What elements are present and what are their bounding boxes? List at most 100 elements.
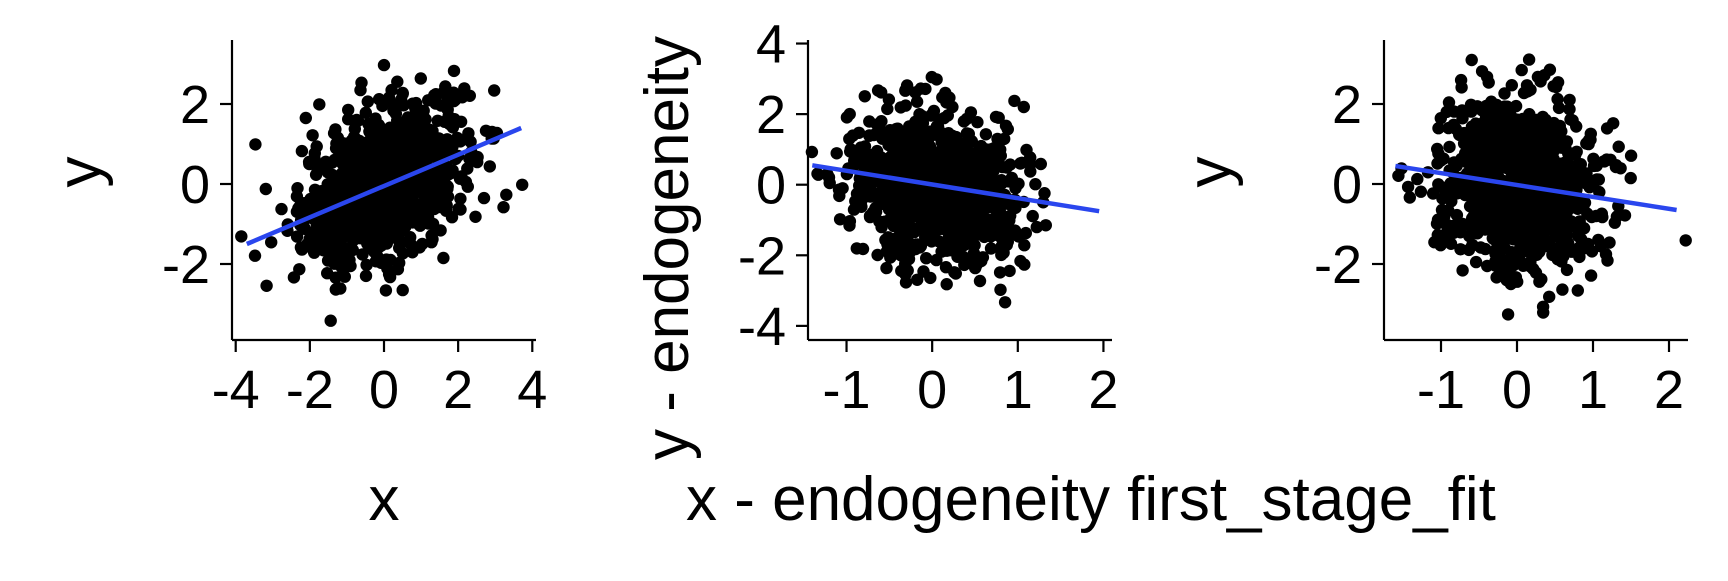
scatter-point (901, 180, 914, 193)
scatter-point (925, 235, 938, 248)
scatter-point (920, 183, 934, 196)
scatter-point (1498, 87, 1511, 100)
scatter-point (424, 194, 437, 207)
scatter-point (1551, 76, 1565, 89)
scatter-point (891, 192, 904, 205)
scatter-point (309, 168, 323, 181)
y-tick-label: 0 (756, 156, 786, 216)
panel-3-ticks: -1 0 1 2-202 (1314, 75, 1684, 420)
scatter-point (290, 230, 304, 243)
scatter-point (881, 102, 894, 116)
scatter-point (1018, 258, 1031, 271)
scatter-point (431, 114, 444, 128)
scatter-point (884, 131, 898, 145)
scatter-point (307, 244, 320, 257)
scatter-point (1426, 187, 1440, 200)
scatter-point (375, 237, 389, 251)
scatter-point (967, 247, 981, 260)
scatter-point (376, 99, 389, 113)
scatter-point (1556, 283, 1569, 296)
scatter-point (249, 138, 262, 151)
scatter-point (1490, 131, 1503, 144)
scatter-point (353, 134, 366, 147)
scatter-point (964, 106, 978, 119)
scatter-point (1003, 264, 1016, 278)
scatter-point (1469, 117, 1483, 130)
scatter-point (1012, 230, 1025, 243)
scatter-point (343, 253, 356, 267)
scatter-point (1541, 165, 1555, 178)
scatter-point (1536, 300, 1550, 313)
scatter-point (833, 189, 846, 203)
x-tick-label: 4 (517, 360, 547, 420)
scatter-point (844, 143, 857, 156)
scatter-point (1517, 259, 1530, 272)
scatter-point (358, 165, 372, 178)
scatter-point (488, 84, 501, 97)
scatter-point (1559, 172, 1573, 185)
scatter-point (320, 158, 333, 171)
scatter-point (434, 99, 448, 112)
scatter-point (1434, 239, 1447, 252)
scatter-point (891, 152, 904, 165)
scatter-point (1558, 136, 1572, 149)
scatter-point (867, 128, 881, 142)
scatter-point (360, 258, 373, 272)
scatter-point (1550, 215, 1563, 228)
scatter-point (421, 206, 435, 219)
scatter-point (1505, 79, 1519, 92)
scatter-point (1536, 150, 1549, 163)
scatter-point (453, 172, 467, 185)
scatter-point (235, 230, 248, 243)
scatter-point (1008, 94, 1021, 108)
scatter-point (1601, 254, 1614, 267)
scatter-point (338, 270, 351, 283)
scatter-point (259, 182, 272, 196)
scatter-point (931, 215, 944, 229)
scatter-point (1569, 148, 1582, 162)
scatter-point (1522, 193, 1536, 207)
scatter-point (1501, 308, 1515, 321)
scatter-point (1466, 239, 1479, 252)
panel-3-fit (1395, 163, 1677, 213)
scatter-point (469, 210, 482, 223)
scatter-point (1510, 223, 1524, 237)
scatter-point (1414, 185, 1428, 198)
panel-3-axes (1382, 40, 1688, 342)
scatter-point (1584, 269, 1598, 282)
scatter-point (997, 246, 1010, 259)
scatter-point (1034, 157, 1048, 171)
y-tick-label: 2 (1332, 75, 1362, 135)
scatter-point (975, 139, 988, 153)
scatter-point (930, 120, 943, 133)
scatter-point (1563, 103, 1576, 116)
scatter-point (938, 139, 952, 153)
scatter-point (1528, 228, 1541, 241)
scatter-point (918, 128, 932, 141)
scatter-point (1401, 180, 1415, 194)
scatter-point (992, 111, 1005, 124)
scatter-point (1504, 252, 1517, 266)
scatter-point (1547, 116, 1561, 130)
scatter-point (379, 284, 393, 297)
y-tick-label: 2 (756, 85, 786, 145)
scatter-point (873, 215, 886, 228)
scatter-point (1527, 262, 1540, 276)
scatter-point (401, 111, 415, 124)
scatter-point (388, 229, 401, 242)
scatter-point (913, 149, 926, 163)
x-tick-label: 0 (369, 360, 399, 420)
scatter-point (346, 225, 359, 239)
scatter-point (1038, 187, 1051, 200)
scatter-point (944, 206, 957, 219)
scatter-point (361, 95, 374, 108)
x-tick-label: -4 (212, 360, 260, 420)
scatter-point (410, 198, 423, 211)
scatter-point (329, 123, 342, 136)
scatter-point (342, 103, 355, 117)
scatter-point (321, 178, 334, 191)
scatter-point (275, 202, 288, 216)
scatter-point (1603, 236, 1616, 249)
